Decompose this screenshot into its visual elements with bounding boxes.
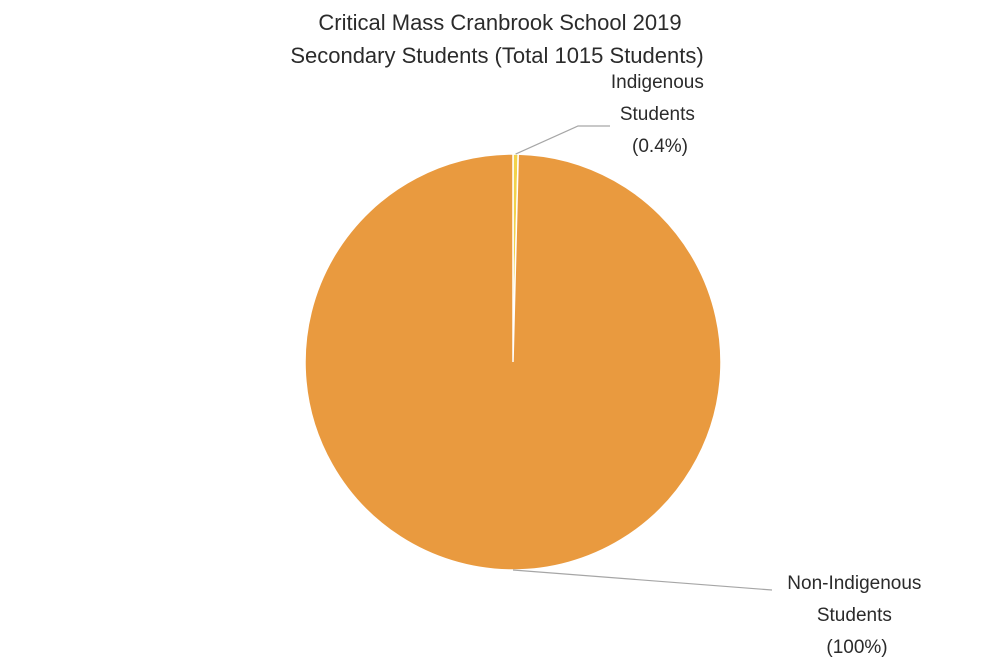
slice-label-indigenous-line: Indigenous	[611, 72, 704, 93]
slice-label-indigenous-line: Students	[620, 104, 695, 125]
chart-title: Critical Mass Cranbrook School 2019	[318, 10, 681, 35]
leader-line-indigenous	[515, 125, 610, 155]
slice-label-non-indigenous: Non-Indigenous Students (100%)	[787, 573, 926, 658]
slice-label-non-indigenous-line: Students	[817, 605, 892, 626]
pie-slices	[304, 153, 722, 571]
leader-lines	[512, 125, 773, 591]
slice-label-indigenous-line: (0.4%)	[632, 136, 688, 157]
leader-line-non-indigenous	[512, 569, 773, 591]
chart-subtitle: Secondary Students (Total 1015 Students)	[290, 43, 703, 68]
slice-label-indigenous: Indigenous Students (0.4%)	[611, 72, 709, 157]
slice-label-non-indigenous-line: (100%)	[826, 637, 887, 658]
slice-label-non-indigenous-line: Non-Indigenous	[787, 573, 921, 594]
pie-slice-non-indigenous	[304, 153, 722, 571]
